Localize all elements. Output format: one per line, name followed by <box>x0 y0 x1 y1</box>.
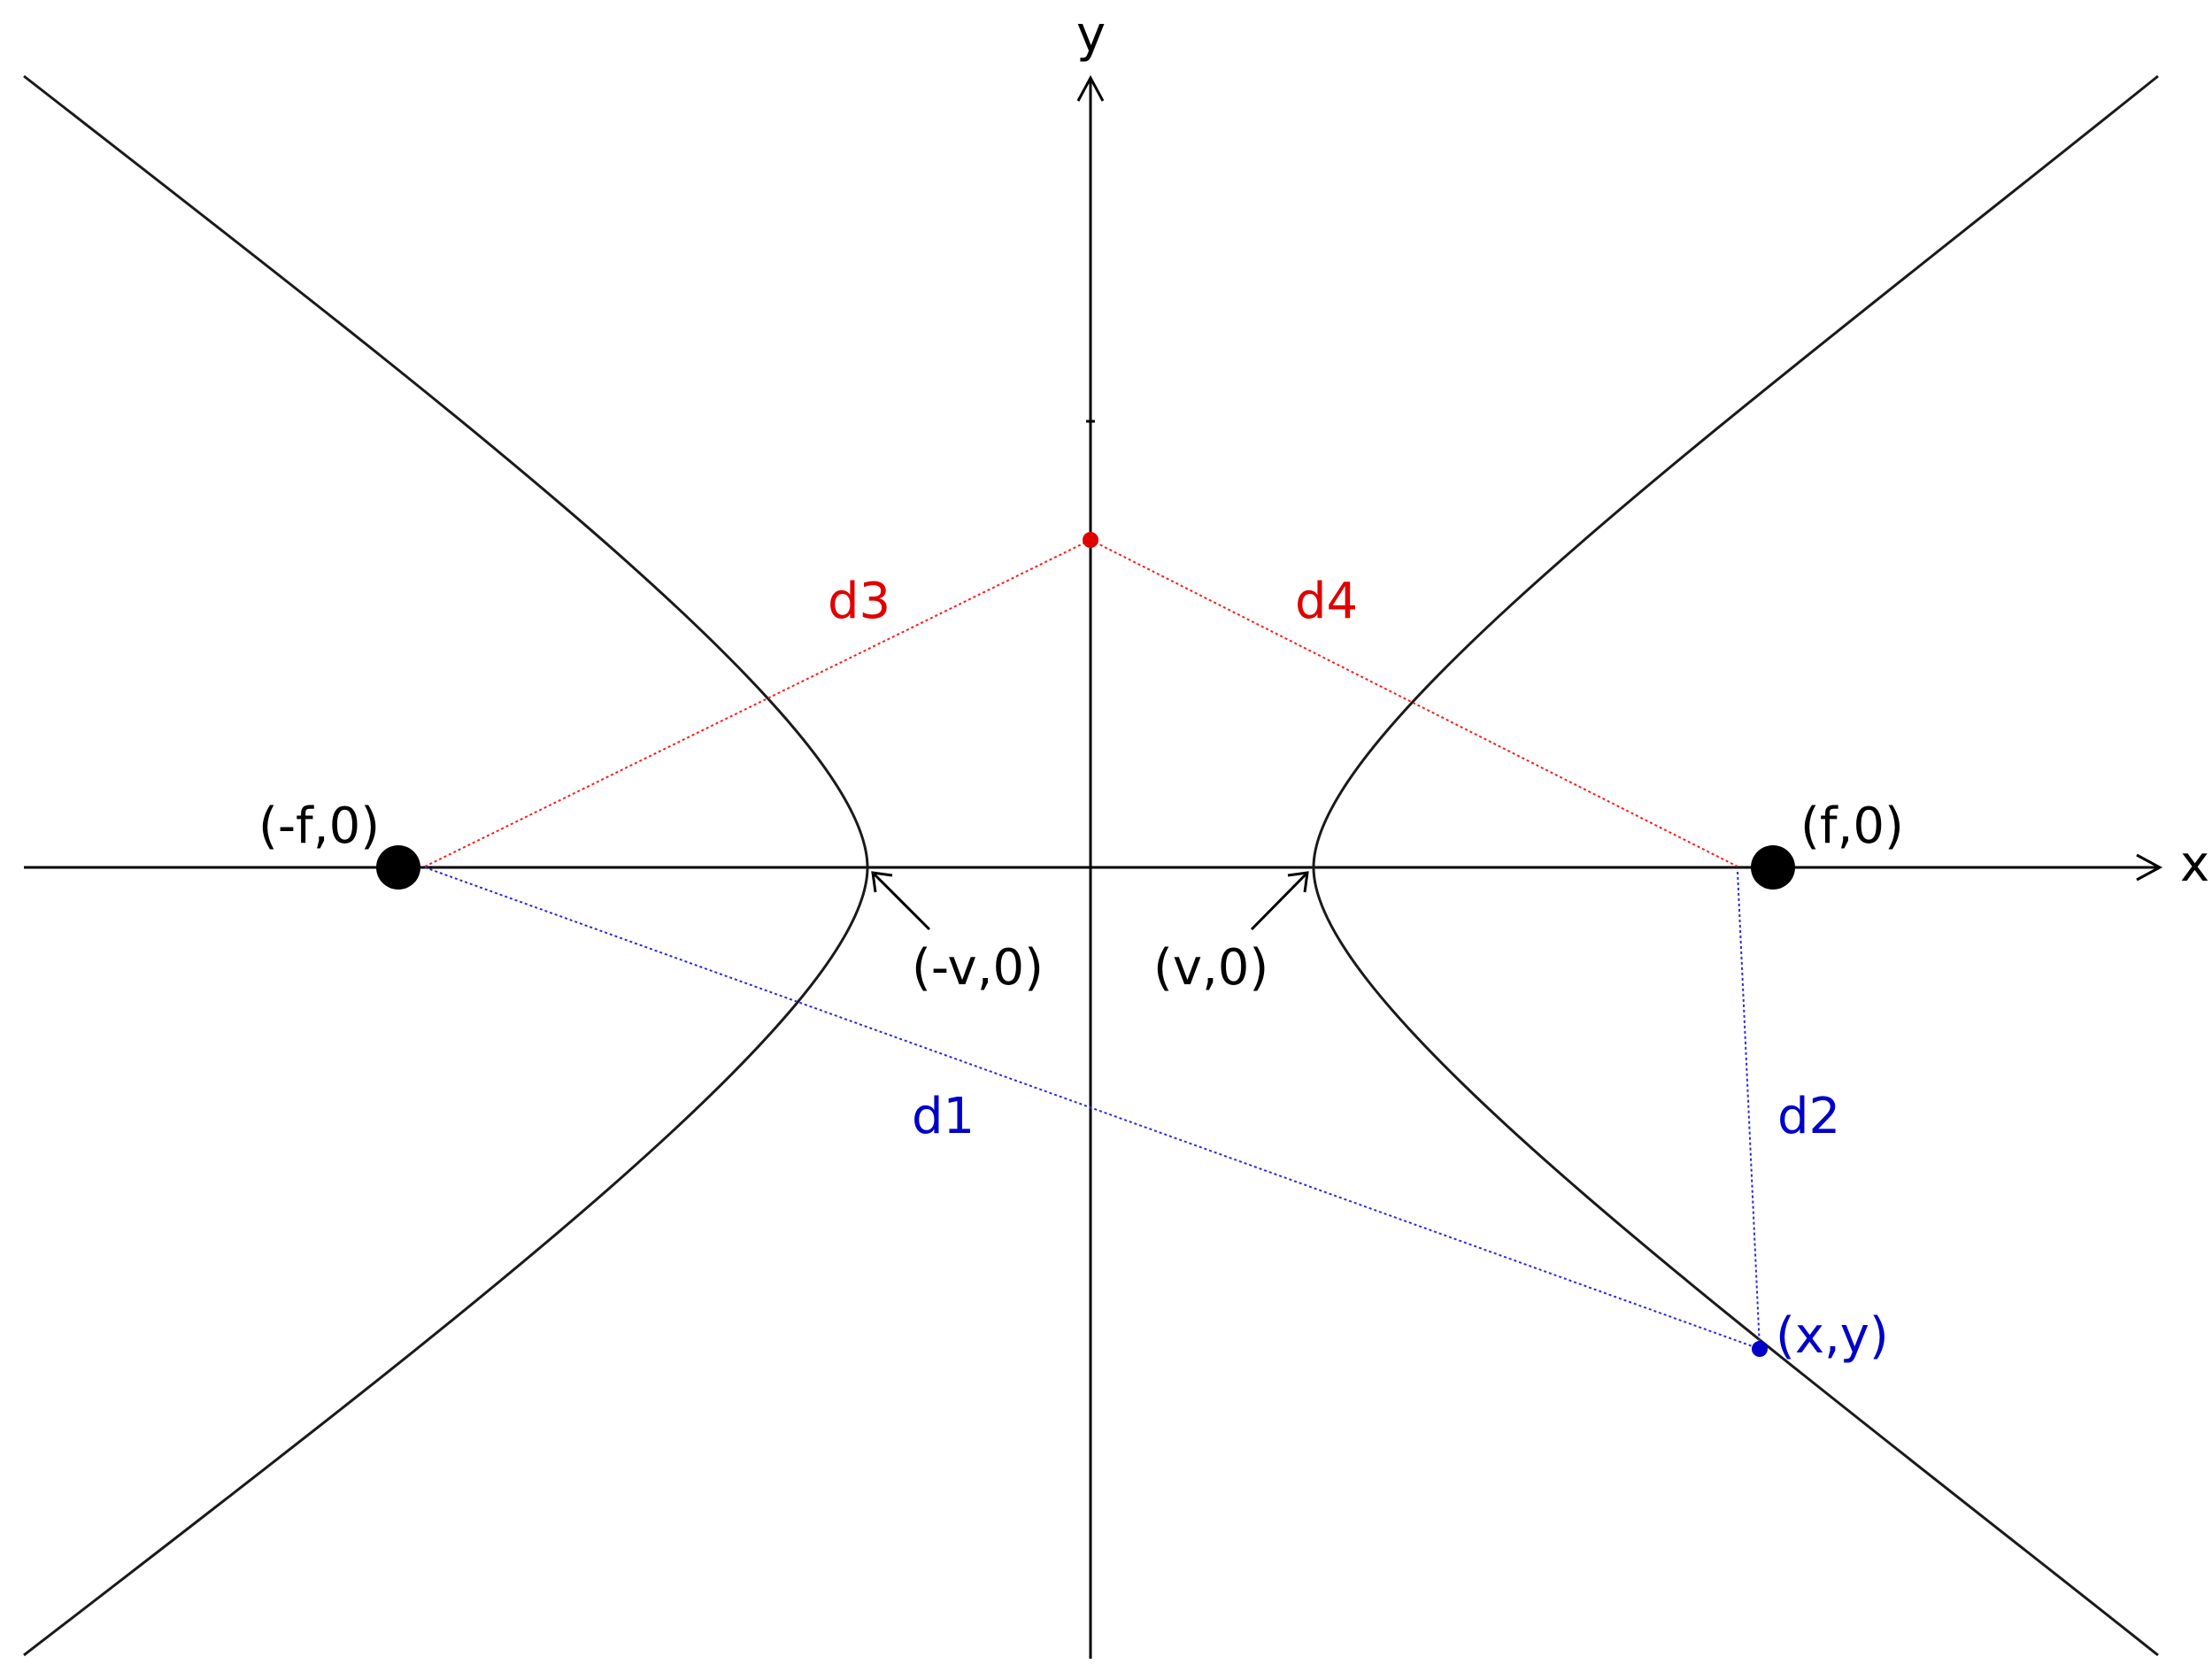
d3-label: d3 <box>828 573 890 630</box>
left-focus-label: (-f,0) <box>258 797 380 855</box>
left-vertex-pointer-head <box>871 871 893 893</box>
left-vertex-label: (-v,0) <box>912 939 1044 997</box>
d4-segment <box>1090 539 1738 867</box>
right-vertex-pointer-head <box>1287 871 1309 893</box>
y-axis-label: y <box>1076 6 1106 64</box>
x-axis-arrowhead <box>2136 853 2163 882</box>
right-focus-label: (f,0) <box>1800 797 1904 855</box>
red-point <box>1083 532 1098 548</box>
hyperbola-left-branch <box>23 74 869 1657</box>
y-axis-arrowhead <box>1076 74 1105 102</box>
x-axis-label: x <box>2180 836 2209 893</box>
left-focus-dot <box>376 845 420 890</box>
right-vertex-label: (v,0) <box>1153 939 1268 997</box>
curve-point-dot <box>1752 1341 1768 1357</box>
right-focus-dot <box>1751 845 1795 890</box>
d2-label: d2 <box>1777 1088 1840 1145</box>
right-vertex-pointer <box>1250 871 1309 931</box>
d3-segment <box>424 539 1091 867</box>
d1-label: d1 <box>912 1088 975 1145</box>
curve-point-label: (x,y) <box>1776 1307 1889 1365</box>
left-vertex-pointer <box>871 871 931 931</box>
d2-segment <box>1737 871 1761 1350</box>
d4-label: d4 <box>1295 573 1358 630</box>
d1-segment <box>424 867 1761 1350</box>
